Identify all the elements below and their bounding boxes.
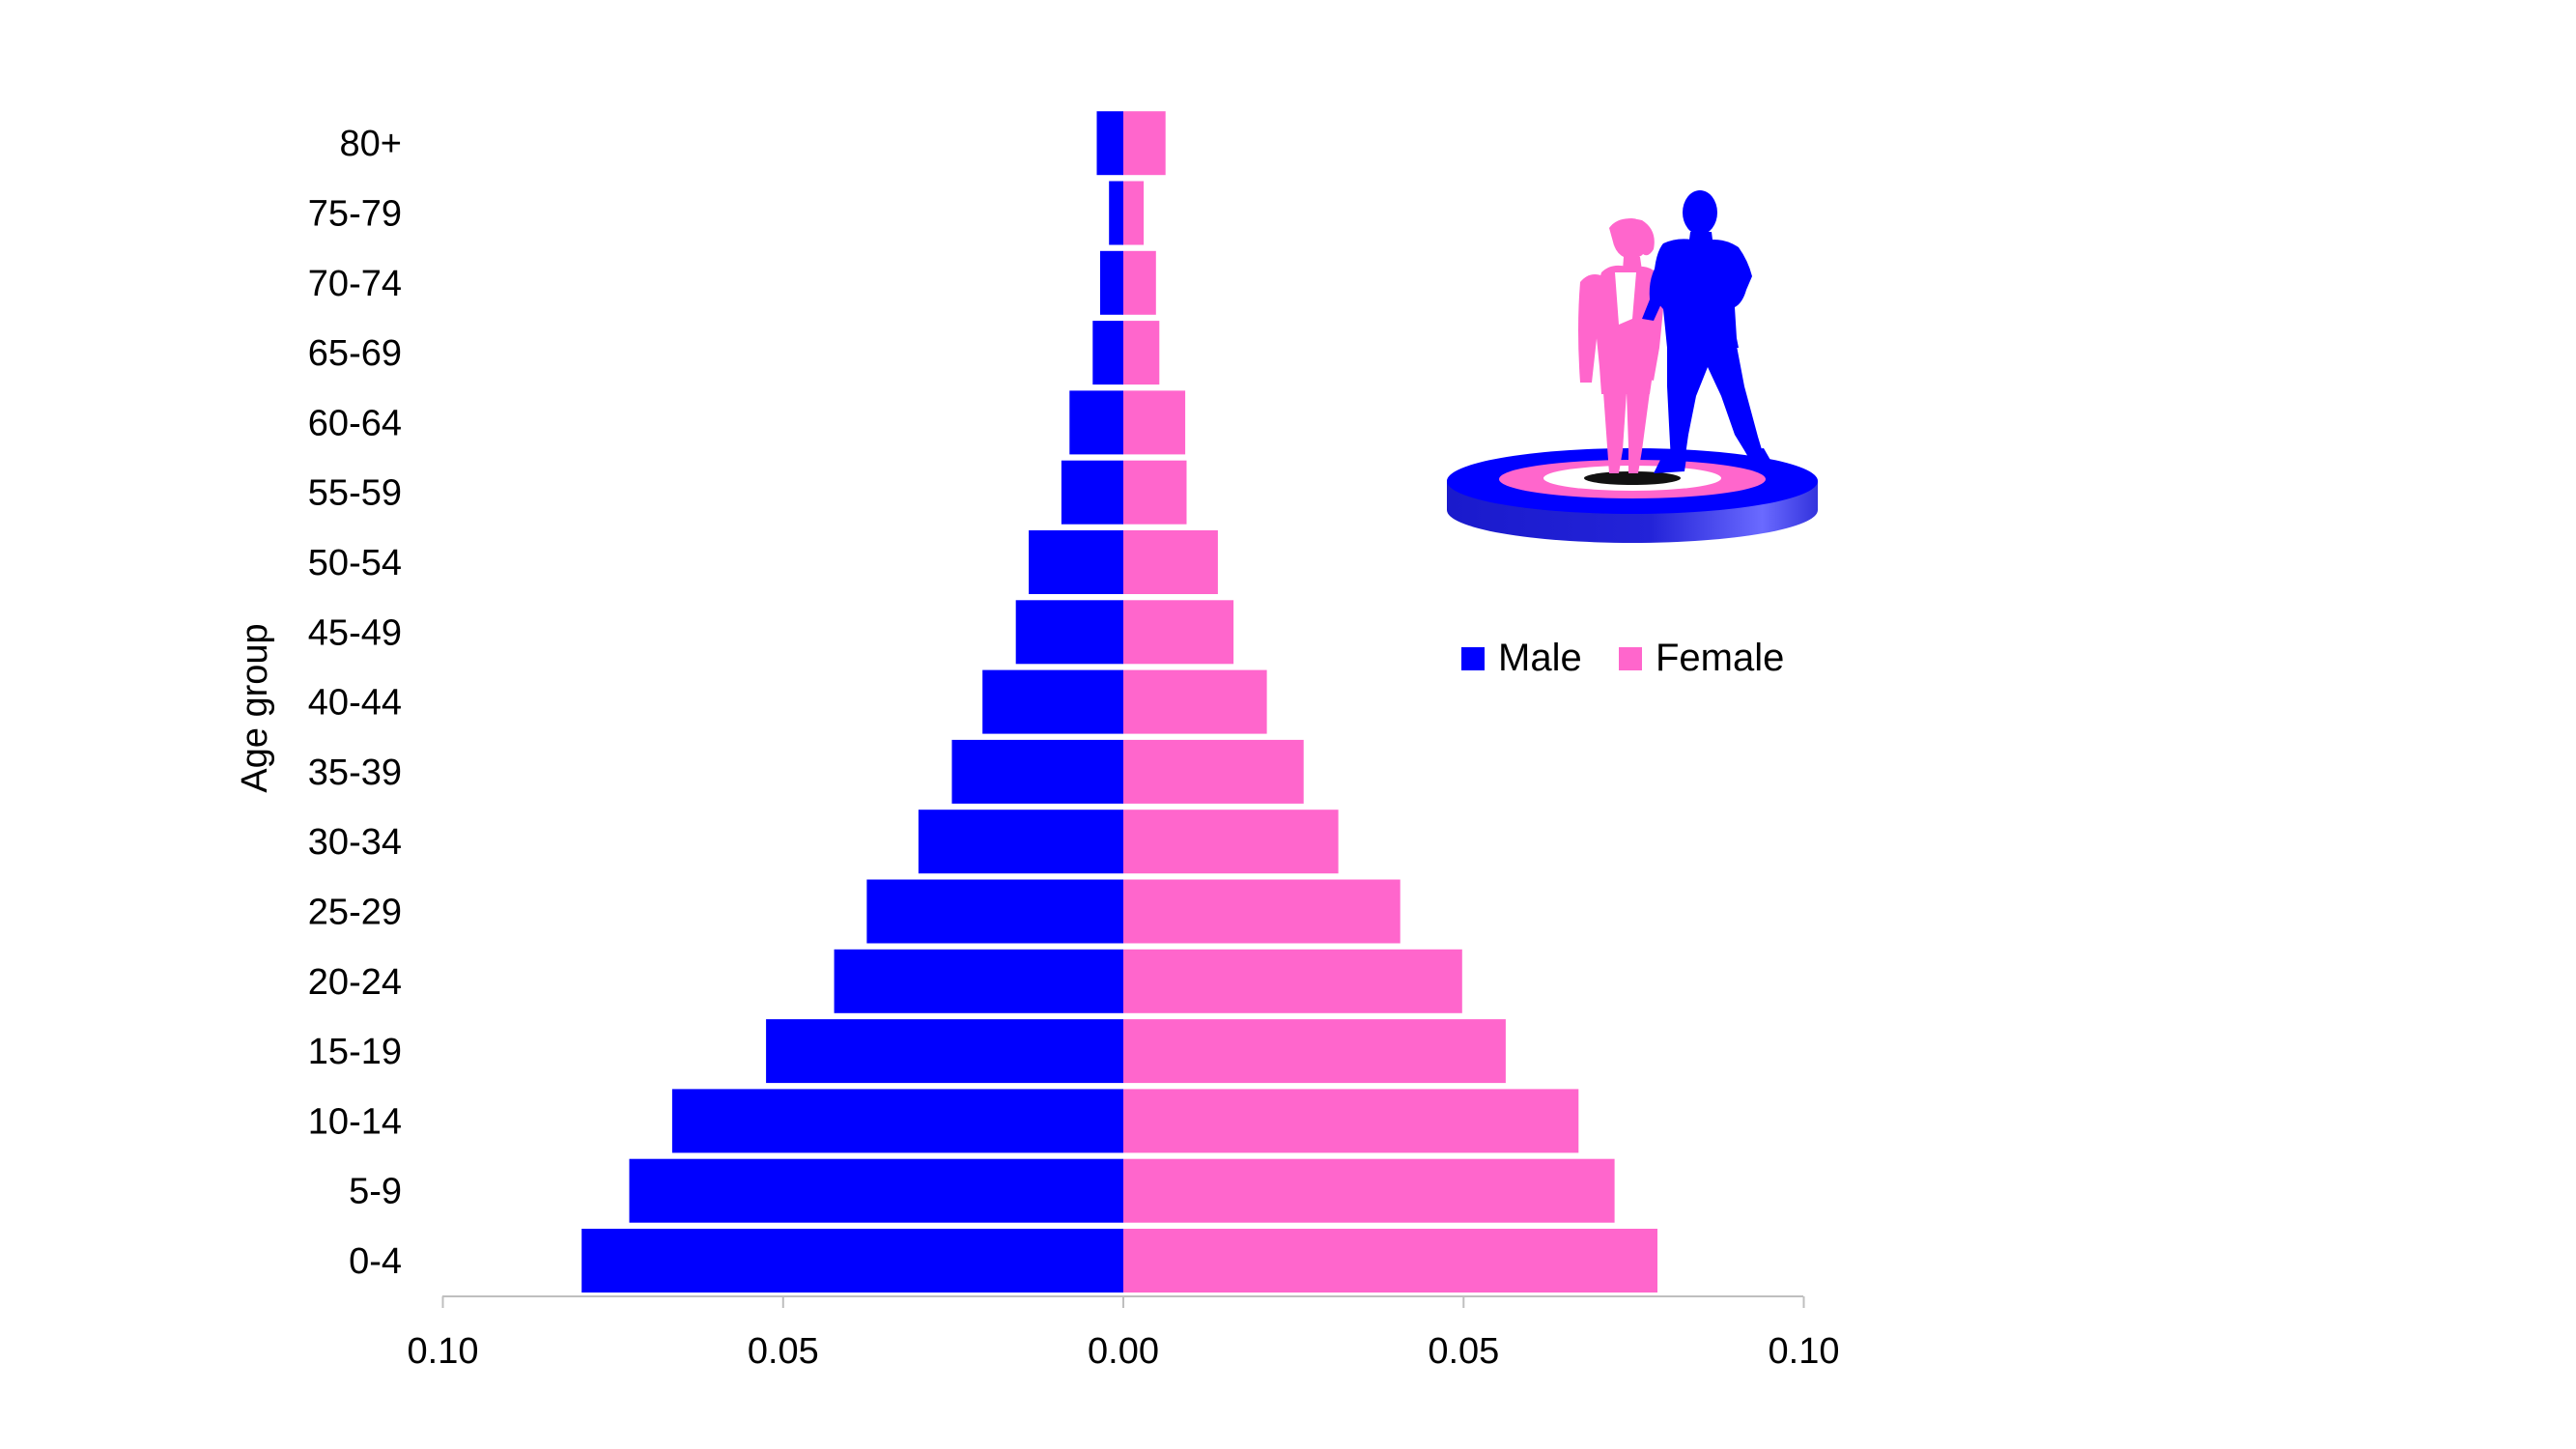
category-label: 75-79 <box>308 194 402 235</box>
bar-female-40-44 <box>1123 669 1267 734</box>
legend-label-female: Female <box>1656 637 1784 679</box>
category-label: 30-34 <box>308 822 402 863</box>
category-label: 65-69 <box>308 333 402 374</box>
bar-male-50-54 <box>1029 530 1123 594</box>
bar-female-45-49 <box>1123 600 1234 665</box>
bar-male-25-29 <box>866 879 1123 944</box>
bar-female-50-54 <box>1123 530 1218 594</box>
category-label: 0-4 <box>349 1241 402 1282</box>
legend-label-male: Male <box>1498 637 1582 679</box>
category-label: 55-59 <box>308 473 402 514</box>
category-label: 70-74 <box>308 264 402 304</box>
bar-male-40-44 <box>982 669 1123 734</box>
bar-male-10-14 <box>671 1089 1123 1153</box>
bar-female-10-14 <box>1123 1089 1579 1153</box>
bar-female-65-69 <box>1123 321 1160 385</box>
bars-layer <box>581 111 1657 1293</box>
bar-male-60-64 <box>1069 390 1123 455</box>
bar-female-60-64 <box>1123 390 1186 455</box>
category-label: 80+ <box>340 124 402 164</box>
category-label: 20-24 <box>308 962 402 1003</box>
woman-blouse <box>1615 272 1636 325</box>
bar-female-55-59 <box>1123 460 1187 525</box>
bar-female-0-4 <box>1123 1229 1657 1293</box>
bar-female-25-29 <box>1123 879 1401 944</box>
x-tick-label: 0.05 <box>748 1331 819 1372</box>
bar-male-45-49 <box>1015 600 1123 665</box>
bar-female-20-24 <box>1123 949 1462 1013</box>
bar-male-65-69 <box>1092 321 1123 385</box>
bar-male-5-9 <box>629 1158 1123 1223</box>
legend-swatch-female <box>1619 647 1642 670</box>
x-tick-label: 0.10 <box>408 1331 479 1372</box>
bar-female-35-39 <box>1123 739 1304 804</box>
legend-swatch-male <box>1461 647 1485 670</box>
x-axis: 0.10 0.05 0.00 0.05 0.10 <box>408 1295 1840 1372</box>
bar-male-0-4 <box>581 1229 1123 1293</box>
category-label: 5-9 <box>349 1172 402 1212</box>
bar-male-55-59 <box>1061 460 1123 525</box>
category-label: 10-14 <box>308 1101 402 1142</box>
bar-male-35-39 <box>951 739 1123 804</box>
x-tick-label: 0.00 <box>1088 1331 1159 1372</box>
bar-female-30-34 <box>1123 810 1339 874</box>
category-labels: 0-4 5-9 10-14 15-19 20-24 25-29 30-34 35-39 40-4… <box>308 124 402 1282</box>
bar-male-75-79 <box>1109 181 1123 245</box>
category-label: 45-49 <box>308 612 402 653</box>
category-label: 25-29 <box>308 893 402 933</box>
bar-male-70-74 <box>1100 250 1123 315</box>
bar-female-70-74 <box>1123 250 1156 315</box>
platform-ring-black <box>1584 471 1681 485</box>
x-tick-label: 0.05 <box>1428 1331 1499 1372</box>
category-label: 40-44 <box>308 683 402 724</box>
man-figure-icon <box>1642 190 1771 473</box>
bar-female-15-19 <box>1123 1019 1506 1084</box>
legend: Male Female <box>1461 637 1784 679</box>
bar-male-20-24 <box>834 949 1123 1013</box>
category-label: 60-64 <box>308 403 402 443</box>
bar-female-75-79 <box>1123 181 1145 245</box>
woman-figure-icon <box>1578 218 1665 473</box>
category-label: 50-54 <box>308 543 402 583</box>
x-tick-label: 0.10 <box>1769 1331 1840 1372</box>
category-label: 35-39 <box>308 753 402 793</box>
y-axis-title: Age group <box>235 623 275 792</box>
bar-male-80+ <box>1096 111 1123 176</box>
silhouettes-icon <box>1447 190 1818 543</box>
bar-female-80+ <box>1123 111 1166 176</box>
bar-male-15-19 <box>766 1019 1123 1084</box>
bar-female-5-9 <box>1123 1158 1615 1223</box>
bar-male-30-34 <box>918 810 1123 874</box>
category-label: 15-19 <box>308 1032 402 1072</box>
